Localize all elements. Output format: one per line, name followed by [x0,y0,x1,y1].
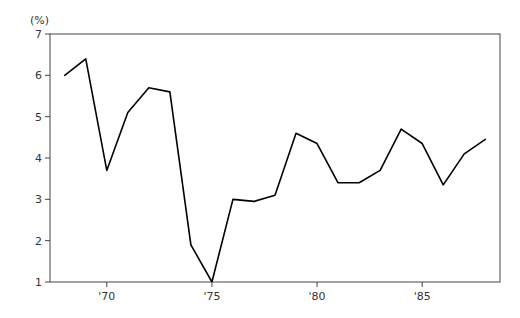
y-tick [45,116,50,117]
y-tick-label: 1 [35,276,42,289]
y-axis: 1 2 3 4 5 6 7 [35,28,50,289]
y-tick-label: 3 [35,193,42,206]
x-tick-label: '70 [98,290,115,303]
y-axis-label: (%) [30,14,49,27]
x-tick [211,282,212,287]
y-tick [45,34,50,35]
series-group [65,59,486,282]
y-tick [45,199,50,200]
chart-container: '70 '75 '80 '85 1 2 3 4 5 6 7(%) [0,0,520,318]
y-tick-label: 6 [35,69,42,82]
y-tick-label: 7 [35,28,42,41]
y-tick [45,240,50,241]
x-tick [422,282,423,287]
chart: '70 '75 '80 '85 1 2 3 4 5 6 7(%) [0,0,520,318]
x-tick [317,282,318,287]
y-tick [45,158,50,159]
x-tick-label: '80 [309,290,326,303]
y-tick-label: 2 [35,235,42,248]
x-axis: '70 '75 '80 '85 [98,282,430,303]
x-tick [106,282,107,287]
y-tick-label: 4 [35,152,42,165]
x-tick-label: '75 [203,290,220,303]
y-tick [45,282,50,283]
y-tick-label: 5 [35,111,42,124]
data-line [65,59,486,282]
y-tick [45,75,50,76]
x-tick-label: '85 [414,290,431,303]
plot-frame [50,34,500,282]
